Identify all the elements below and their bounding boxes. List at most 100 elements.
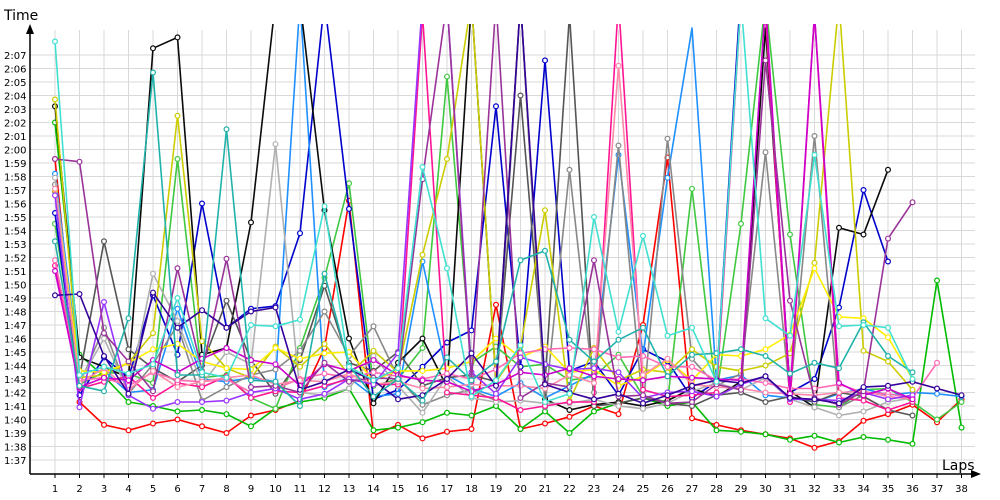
data-point bbox=[419, 251, 426, 258]
data-point bbox=[688, 374, 695, 381]
data-point bbox=[444, 156, 451, 163]
data-point bbox=[419, 385, 426, 392]
data-point bbox=[713, 393, 720, 400]
data-point bbox=[835, 412, 842, 419]
data-point bbox=[909, 440, 916, 447]
data-point bbox=[76, 404, 83, 411]
data-point bbox=[517, 342, 524, 349]
data-point bbox=[272, 141, 279, 148]
data-point bbox=[223, 411, 230, 418]
data-point bbox=[100, 363, 107, 370]
data-point bbox=[444, 339, 451, 346]
data-point bbox=[884, 382, 891, 389]
data-point bbox=[223, 430, 230, 437]
x-tick-label: 19 bbox=[490, 484, 503, 495]
data-point bbox=[884, 166, 891, 173]
series-line bbox=[54, 24, 913, 417]
data-point bbox=[493, 335, 500, 342]
data-point bbox=[664, 135, 671, 142]
data-point bbox=[933, 385, 940, 392]
series-line bbox=[54, 24, 914, 403]
y-tick-label: 1:51 bbox=[4, 267, 26, 278]
data-point bbox=[615, 328, 622, 335]
data-point bbox=[811, 259, 818, 266]
data-point bbox=[125, 390, 132, 397]
data-point bbox=[297, 355, 304, 362]
x-tick-label: 10 bbox=[269, 484, 282, 495]
data-point bbox=[174, 372, 181, 379]
data-point bbox=[566, 407, 573, 414]
data-point bbox=[346, 180, 353, 187]
data-point bbox=[835, 439, 842, 446]
data-point bbox=[884, 396, 891, 403]
data-point bbox=[541, 420, 548, 427]
data-point bbox=[639, 232, 646, 239]
data-point bbox=[860, 231, 867, 238]
data-point bbox=[835, 365, 842, 372]
data-point bbox=[370, 377, 377, 384]
data-point bbox=[370, 323, 377, 330]
data-point bbox=[860, 322, 867, 329]
x-tick-label: 5 bbox=[150, 484, 156, 495]
data-point bbox=[835, 400, 842, 407]
y-tick-label: 1:53 bbox=[4, 240, 26, 251]
data-point bbox=[223, 384, 230, 391]
x-tick-label: 15 bbox=[392, 484, 405, 495]
data-point bbox=[688, 351, 695, 358]
x-tick-label: 1 bbox=[52, 484, 58, 495]
data-point bbox=[174, 399, 181, 406]
data-point bbox=[835, 224, 842, 231]
data-point bbox=[566, 399, 573, 406]
y-tick-label: 1:54 bbox=[4, 227, 26, 238]
data-point bbox=[517, 426, 524, 433]
data-point bbox=[395, 424, 402, 431]
data-point bbox=[664, 373, 671, 380]
x-tick-label: 3 bbox=[101, 484, 107, 495]
y-tick-label: 2:06 bbox=[4, 65, 26, 76]
data-point bbox=[125, 399, 132, 406]
x-tick-label: 4 bbox=[125, 484, 131, 495]
data-point bbox=[909, 396, 916, 403]
data-point bbox=[419, 419, 426, 426]
data-point bbox=[909, 376, 916, 383]
data-point bbox=[615, 336, 622, 343]
data-point bbox=[150, 367, 157, 374]
data-point bbox=[76, 291, 83, 298]
data-point bbox=[786, 436, 793, 443]
data-point bbox=[664, 392, 671, 399]
data-point bbox=[786, 297, 793, 304]
data-point bbox=[762, 346, 769, 353]
data-point bbox=[321, 359, 328, 366]
data-point bbox=[933, 277, 940, 284]
data-point bbox=[860, 408, 867, 415]
data-point bbox=[884, 235, 891, 242]
x-tick-label: 33 bbox=[833, 484, 846, 495]
data-point bbox=[884, 436, 891, 443]
data-point bbox=[762, 149, 769, 156]
y-tick-label: 1:50 bbox=[4, 281, 26, 292]
data-point bbox=[395, 376, 402, 383]
data-point bbox=[615, 62, 622, 69]
data-point bbox=[639, 377, 646, 384]
data-point bbox=[664, 174, 671, 181]
data-point bbox=[958, 399, 965, 406]
data-point bbox=[688, 346, 695, 353]
data-point bbox=[321, 390, 328, 397]
data-point bbox=[884, 407, 891, 414]
y-tick-label: 2:05 bbox=[4, 78, 26, 89]
x-tick-label: 25 bbox=[637, 484, 650, 495]
x-tick-label: 37 bbox=[931, 484, 944, 495]
data-point bbox=[468, 350, 475, 357]
data-point bbox=[321, 350, 328, 357]
data-point bbox=[100, 238, 107, 245]
data-point bbox=[884, 353, 891, 360]
x-tick-label: 16 bbox=[416, 484, 429, 495]
data-point bbox=[811, 404, 818, 411]
data-point bbox=[346, 385, 353, 392]
data-point bbox=[150, 361, 157, 368]
data-point bbox=[51, 174, 58, 181]
data-point bbox=[933, 359, 940, 366]
data-point bbox=[639, 392, 646, 399]
data-point bbox=[248, 308, 255, 315]
